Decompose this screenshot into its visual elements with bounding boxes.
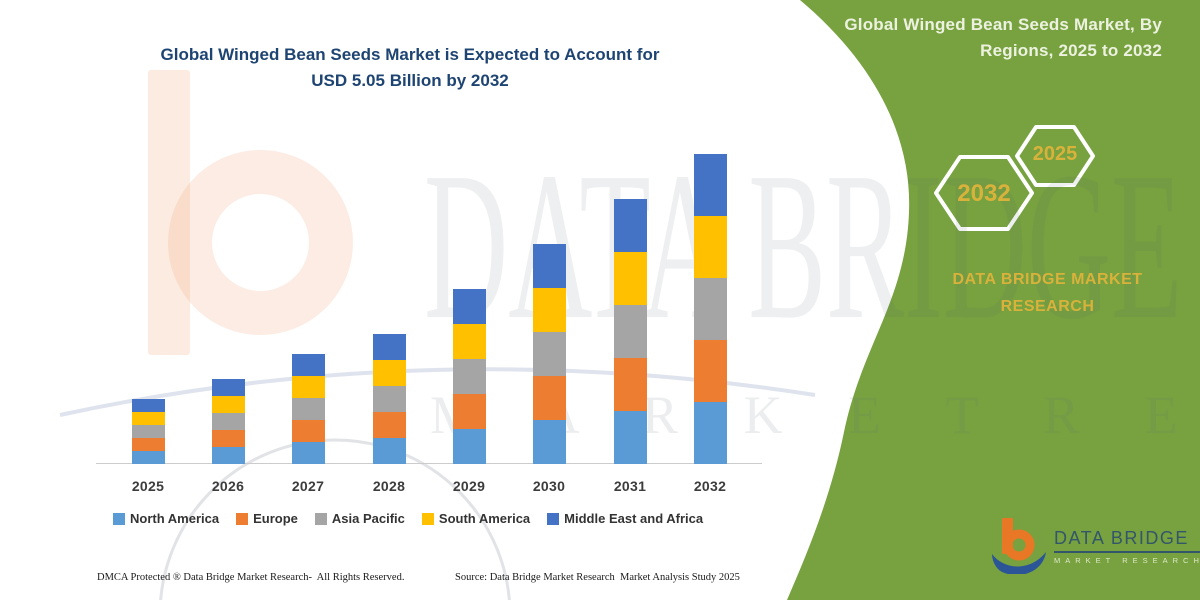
bar-segment-south-america <box>693 216 727 278</box>
bar-segment-middle-east-and-africa <box>131 399 165 412</box>
bar-segment-south-america <box>372 360 406 386</box>
x-axis-label-2029: 2029 <box>452 478 486 494</box>
legend-label: North America <box>130 511 220 526</box>
legend-item-north-america: North America <box>113 511 219 526</box>
legend-swatch-icon <box>113 512 125 525</box>
legend-swatch-icon <box>421 512 434 525</box>
legend-item-middle-east-and-africa: Middle East and Africa <box>547 511 703 526</box>
bar-segment-europe <box>291 420 325 442</box>
bar-segment-middle-east-and-africa <box>452 289 486 324</box>
x-axis-label-2028: 2028 <box>372 478 406 494</box>
legend-swatch-icon <box>314 512 327 525</box>
bar-segment-asia-pacific <box>452 359 486 394</box>
bar-segment-asia-pacific <box>613 305 647 358</box>
bar-segment-asia-pacific <box>372 386 406 412</box>
legend-item-south-america: South America <box>421 511 531 526</box>
bar-segment-europe <box>372 412 406 438</box>
legend-label: Asia Pacific <box>331 511 405 526</box>
x-axis-label-2026: 2026 <box>211 478 245 494</box>
bar-segment-south-america <box>211 396 245 413</box>
bar-2026 <box>211 379 245 464</box>
bar-segment-europe <box>452 394 486 429</box>
chart-title-line2: USD 5.05 Billion by 2032 <box>311 70 509 90</box>
bar-segment-asia-pacific <box>291 398 325 420</box>
x-axis-label-2027: 2027 <box>291 478 325 494</box>
legend-swatch-icon <box>547 512 560 525</box>
bar-segment-north-america <box>613 411 647 464</box>
bar-segment-north-america <box>211 447 245 464</box>
bar-segment-asia-pacific <box>211 413 245 430</box>
bar-segment-middle-east-and-africa <box>693 154 727 216</box>
bar-segment-europe <box>693 340 727 402</box>
x-axis-label-2032: 2032 <box>693 478 727 494</box>
bar-2028 <box>372 334 406 464</box>
chart-title-line1: Global Winged Bean Seeds Market is Expec… <box>160 45 660 64</box>
bar-segment-south-america <box>131 412 165 425</box>
legend-label: South America <box>438 511 531 526</box>
bar-segment-middle-east-and-africa <box>613 199 647 252</box>
bar-segment-middle-east-and-africa <box>211 379 245 396</box>
chart-title: Global Winged Bean Seeds Market is Expec… <box>95 42 725 93</box>
bar-segment-europe <box>613 358 647 411</box>
legend-item-europe: Europe <box>236 511 298 526</box>
legend-label: Europe <box>253 511 298 526</box>
bar-segment-south-america <box>291 376 325 398</box>
bar-2029 <box>452 289 486 464</box>
bar-2032 <box>693 154 727 464</box>
bar-segment-middle-east-and-africa <box>372 334 406 360</box>
bar-segment-middle-east-and-africa <box>291 354 325 376</box>
bar-segment-north-america <box>291 442 325 464</box>
x-axis-label-2030: 2030 <box>532 478 566 494</box>
bar-segment-asia-pacific <box>532 332 566 376</box>
bar-segment-north-america <box>372 438 406 464</box>
bar-segment-middle-east-and-africa <box>532 244 566 288</box>
bar-segment-asia-pacific <box>131 425 165 438</box>
bar-segment-south-america <box>613 252 647 305</box>
footer-source-text: Source: Data Bridge Market Research Mark… <box>455 572 740 583</box>
legend: North America Europe Asia Pacific South Ame… <box>113 511 703 526</box>
x-axis-label-2025: 2025 <box>131 478 165 494</box>
legend-swatch-icon <box>236 512 249 525</box>
bar-2030 <box>532 244 566 464</box>
bar-segment-europe <box>532 376 566 420</box>
bar-segment-europe <box>211 430 245 447</box>
bar-2025 <box>131 399 165 464</box>
bar-2027 <box>291 354 325 464</box>
bar-segment-north-america <box>131 451 165 464</box>
bar-segment-europe <box>131 438 165 451</box>
x-axis-line <box>96 463 762 464</box>
bar-segment-north-america <box>693 402 727 464</box>
bar-segment-asia-pacific <box>693 278 727 340</box>
footer-dmca-text: DMCA Protected ® Data Bridge Market Rese… <box>97 572 405 583</box>
bar-segment-south-america <box>532 288 566 332</box>
bar-segment-north-america <box>452 429 486 464</box>
bar-2031 <box>613 199 647 464</box>
x-axis-label-2031: 2031 <box>613 478 647 494</box>
legend-label: Middle East and Africa <box>564 511 704 526</box>
bar-segment-north-america <box>532 420 566 464</box>
legend-item-asia-pacific: Asia Pacific <box>314 511 405 526</box>
bar-segment-south-america <box>452 324 486 359</box>
